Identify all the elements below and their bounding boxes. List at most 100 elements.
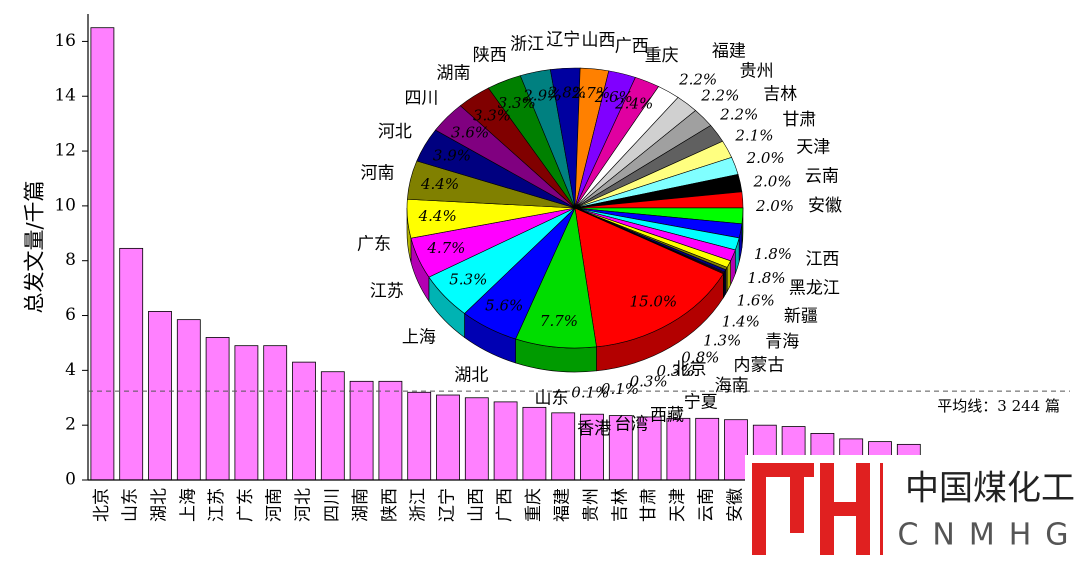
average-label: 平均线：3 244 篇 [937, 397, 1060, 415]
x-tick-label: 安徽 [726, 488, 746, 522]
pie-category-label: 江苏 [370, 282, 404, 302]
x-tick-label: 河北 [294, 488, 314, 522]
logo-divider [880, 463, 883, 555]
bar [666, 417, 691, 481]
pie-category-label: 广东 [357, 234, 391, 254]
pie-category-label: 黑龙江 [789, 279, 840, 299]
y-axis-label: 总发文量/千篇 [23, 180, 47, 313]
pie-category-label: 山东 [535, 388, 569, 408]
pie-value-label: 0.1% [601, 380, 639, 398]
pie-value-label: 2.8% [547, 83, 586, 101]
logo-title: 中国煤化工 [905, 469, 1075, 509]
y-tick-label: 14 [54, 86, 76, 106]
pie-category-label: 陕西 [473, 45, 507, 65]
pie-category-label: 四川 [404, 89, 438, 109]
pie-category-label: 广西 [615, 36, 649, 56]
x-tick-label: 江苏 [207, 488, 227, 522]
pie-category-label: 河北 [378, 122, 412, 142]
pie-value-label: 2.4% [614, 94, 653, 112]
pie-value-label: 2.2% [700, 87, 739, 105]
pie-value-label: 7.7% [540, 312, 578, 330]
pie-category-label: 香港 [577, 419, 611, 439]
bar [148, 311, 172, 481]
pie-slice [574, 207, 724, 348]
y-tick-label: 4 [65, 360, 76, 380]
logo-subtitle: CNMHG [897, 518, 1080, 553]
x-tick-label: 甘肃 [639, 488, 659, 522]
pie-value-label: 2.2% [678, 70, 717, 88]
pie-category-label: 天津 [796, 138, 830, 158]
pie-category-label: 台湾 [614, 414, 648, 434]
x-tick-label: 湖北 [150, 488, 170, 522]
x-tick-label: 天津 [668, 488, 688, 522]
pie-value-label: 4.4% [418, 207, 457, 225]
pie-slice [574, 207, 725, 275]
x-tick-label: 河南 [265, 488, 285, 522]
y-tick-label: 6 [65, 305, 76, 325]
pie-value-label: 2.0% [746, 149, 785, 167]
bar [551, 412, 576, 481]
pie-value-label: 3.6% [451, 124, 489, 142]
pie-value-label: 2.0% [752, 173, 791, 191]
x-tick-label: 广西 [495, 488, 515, 522]
pie-value-label: 3.9% [433, 146, 471, 164]
bar [436, 394, 460, 481]
bar [320, 371, 345, 481]
pie-value-label: 1.6% [737, 291, 775, 309]
bar [90, 27, 115, 481]
pie-value-label: 0.1% [571, 384, 609, 402]
pie-value-label: 2.0% [755, 197, 794, 215]
pie-category-label: 贵州 [740, 61, 774, 81]
x-tick-label: 辽宁 [438, 488, 458, 522]
pie-category-label: 西藏 [650, 406, 684, 426]
pie-category-label: 重庆 [645, 46, 679, 66]
x-tick-label: 北京 [92, 488, 112, 522]
pie-category-label: 吉林 [763, 84, 797, 104]
pie-value-label: 4.4% [420, 175, 459, 193]
bar [176, 319, 201, 481]
pie-category-label: 上海 [402, 328, 436, 348]
bar [205, 337, 230, 481]
x-tick-label: 吉林 [610, 488, 630, 522]
x-tick-label: 上海 [178, 488, 198, 522]
pie-category-label: 湖南 [437, 63, 471, 83]
pie-category-label: 湖北 [454, 366, 488, 386]
pie-value-label: 1.4% [722, 313, 760, 331]
bar [493, 401, 518, 481]
x-tick-label: 重庆 [524, 488, 544, 522]
y-tick-label: 10 [54, 195, 76, 215]
bar [292, 361, 316, 481]
y-tick-label: 16 [54, 31, 76, 51]
bar [263, 345, 288, 481]
bar [119, 247, 144, 481]
pie-category-label: 安徽 [808, 196, 842, 216]
x-tick-label: 浙江 [409, 488, 429, 522]
pie-category-label: 辽宁 [546, 30, 580, 50]
y-tick-label: 12 [54, 141, 76, 161]
pie-value-label: 1.8% [754, 245, 792, 263]
pie-value-label: 1.8% [747, 269, 785, 287]
bar [522, 406, 547, 481]
pie-category-label: 河南 [361, 164, 395, 184]
x-tick-label: 四川 [322, 488, 342, 522]
y-tick-label: 8 [65, 250, 76, 270]
bar [695, 417, 720, 481]
pie-category-label: 青海 [765, 332, 799, 352]
x-tick-label: 湖南 [351, 488, 371, 522]
pie-inset: 15.0% 北京 7.7% 山东 5.6% 湖北 5.3% 上海 4.7% 江苏 4.4% 广东 4.4… [357, 30, 842, 439]
pie-value-label: 0.3% [630, 373, 668, 391]
logo: 中国煤化工 CNMHG [745, 455, 1080, 563]
pie-value-label: 5.6% [485, 296, 523, 314]
pie-value-label: 5.3% [449, 271, 487, 289]
pie-category-label: 云南 [805, 167, 839, 187]
bar [349, 380, 374, 481]
pie-category-label: 内蒙古 [734, 356, 785, 376]
x-tick-label: 山西 [466, 488, 486, 522]
pie-category-label: 福建 [712, 41, 746, 61]
pie-category-label: 江西 [805, 250, 839, 270]
pie-value-label: 0.3% [657, 362, 695, 380]
pie-category-label: 山西 [581, 31, 615, 51]
pie-value-label: 3.3% [498, 94, 536, 112]
pie-value-label: 1.3% [703, 332, 741, 350]
